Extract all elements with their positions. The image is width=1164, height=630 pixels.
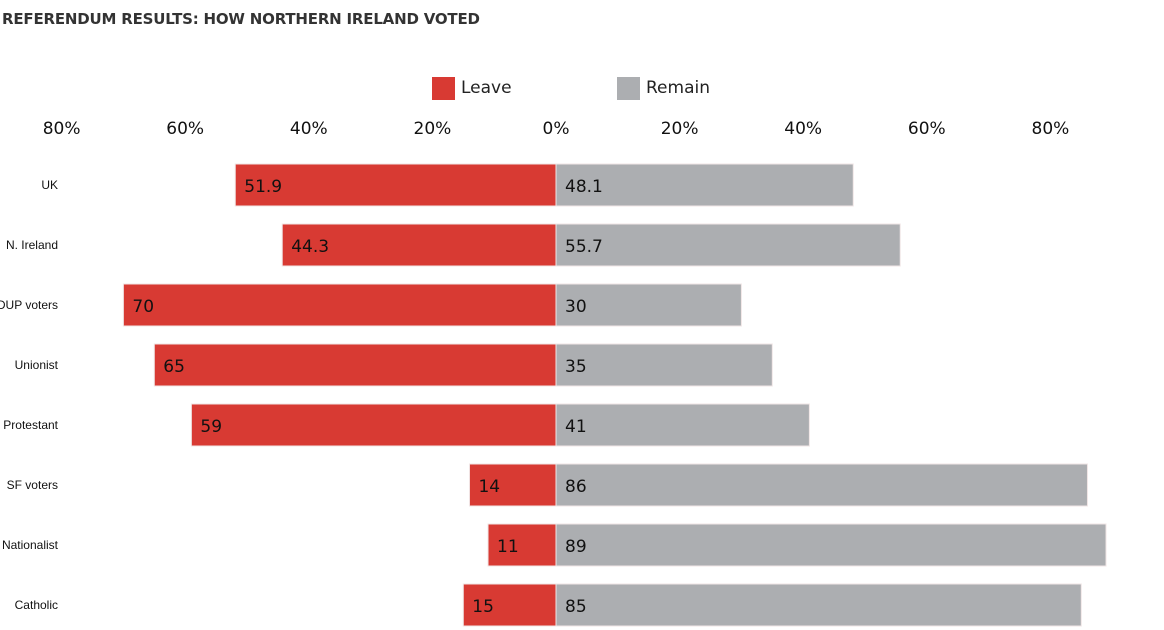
legend-item-leave: Leave <box>432 76 512 100</box>
x-tick-label: 0% <box>543 119 570 139</box>
bar-leave <box>190 403 557 447</box>
bar-remain <box>555 163 854 207</box>
legend-swatch-leave <box>432 76 455 100</box>
data-label-remain: 48.1 <box>565 177 603 197</box>
legend-item-remain: Remain <box>617 76 710 100</box>
x-tick-label: 80% <box>43 119 81 139</box>
category-label: Catholic <box>15 598 58 612</box>
bar-leave <box>468 463 557 507</box>
data-label-remain: 41 <box>565 417 587 437</box>
bar-remain <box>555 403 810 447</box>
category-label: Unionist <box>15 358 59 372</box>
bar-leave <box>153 343 557 387</box>
data-label-leave: 51.9 <box>244 177 282 197</box>
bar-remain <box>555 343 773 387</box>
data-label-leave: 11 <box>497 537 519 557</box>
x-tick-label: 60% <box>166 119 204 139</box>
category-label: DUP voters <box>0 298 58 312</box>
x-tick-label: 40% <box>290 119 328 139</box>
category-label: Nationalist <box>2 538 59 552</box>
bar-leave <box>122 283 557 327</box>
x-tick-label: 80% <box>1032 119 1070 139</box>
data-label-remain: 35 <box>565 357 587 377</box>
bar-remain <box>555 283 742 327</box>
category-label: SF voters <box>7 478 58 492</box>
data-label-leave: 59 <box>200 417 222 437</box>
bar-leave <box>487 523 557 567</box>
data-label-leave: 44.3 <box>291 237 329 257</box>
data-label-leave: 65 <box>163 357 185 377</box>
data-label-leave: 15 <box>472 597 494 617</box>
legend-swatch-remain <box>617 76 640 100</box>
bar-remain <box>555 523 1107 567</box>
category-label: UK <box>41 178 58 192</box>
data-label-remain: 86 <box>565 477 587 497</box>
data-label-remain: 30 <box>565 297 587 317</box>
category-label: N. Ireland <box>6 238 58 252</box>
category-label: Protestant <box>3 418 58 432</box>
x-tick-label: 60% <box>908 119 946 139</box>
x-tick-label: 20% <box>414 119 452 139</box>
bar-leave <box>281 223 557 267</box>
bar-leave <box>234 163 557 207</box>
data-label-remain: 85 <box>565 597 587 617</box>
bar-remain <box>555 223 901 267</box>
legend-label-leave: Leave <box>461 78 512 98</box>
legend-label-remain: Remain <box>646 78 710 98</box>
data-label-remain: 89 <box>565 537 587 557</box>
x-tick-label: 20% <box>661 119 699 139</box>
data-label-leave: 70 <box>132 297 154 317</box>
bar-remain <box>555 583 1082 627</box>
bar-remain <box>555 463 1088 507</box>
data-label-remain: 55.7 <box>565 237 603 257</box>
data-label-leave: 14 <box>478 477 500 497</box>
chart-title: REFERENDUM RESULTS: HOW NORTHERN IRELAND… <box>2 10 480 28</box>
x-tick-label: 40% <box>784 119 822 139</box>
